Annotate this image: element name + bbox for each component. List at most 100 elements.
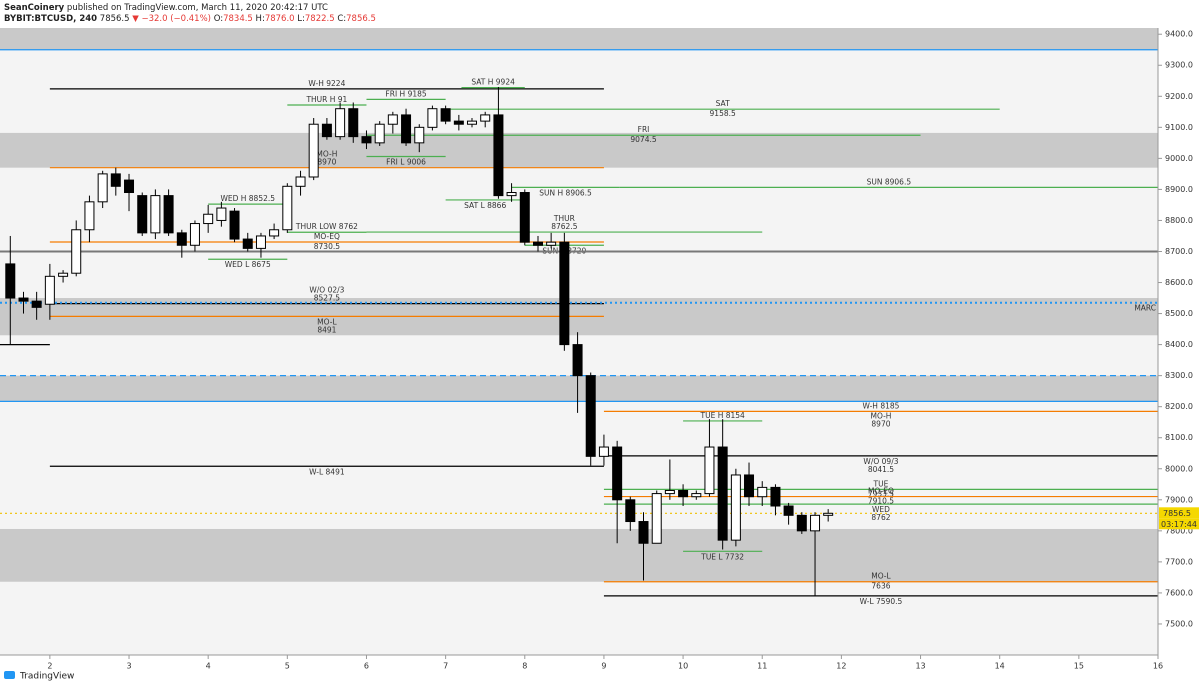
candle-body [335,108,346,138]
candle-body [598,446,609,457]
y-tick-label: 8200.0 [1165,402,1193,411]
candle-body [137,195,148,234]
candle-body [717,446,728,541]
candle-body [493,114,504,197]
level-label: FRI L 9006 [386,158,426,167]
zone [0,28,1158,50]
author: SeanCoinery [4,3,65,13]
candle-body [704,446,715,495]
candle-body [651,493,662,544]
level-label: SUN 8906.5 [867,177,912,186]
level-label: 7636 [871,582,890,591]
x-tick-label: 13 [915,662,925,671]
x-tick-label: 15 [1074,662,1084,671]
candle-body [612,446,623,501]
level-label: 7933.5 [868,489,894,498]
level-label: 8491 [317,325,336,334]
level-label: MO-H [316,150,337,159]
y-tick-label: 8500.0 [1165,309,1193,318]
candle-body [97,173,108,203]
level-label: THUR [553,214,575,223]
zone [0,528,1158,582]
candle-body [559,241,570,346]
level-label: MO-EQ [868,487,894,496]
x-tick-label: 5 [285,662,290,671]
x-tick-label: 10 [678,662,688,671]
level-label: FRI [638,125,650,134]
footer-brand: TradingView [19,672,74,682]
candle-body [242,238,253,249]
header-line-1: SeanCoinery published on TradingView.com… [4,3,328,13]
candle-body [5,263,16,299]
y-tick-label: 7800.0 [1165,526,1193,535]
x-tick-label: 4 [206,662,211,671]
level-label: SUN H 8906.5 [539,188,592,197]
level-label: THUR H 91 [305,95,347,104]
level-label: SAT L 8866 [464,201,506,210]
x-tick-label: 9 [601,662,606,671]
candle-body [84,201,95,231]
level-label: MO-L [317,317,337,326]
y-tick-label: 8700.0 [1165,247,1193,256]
x-tick-label: 7 [443,662,448,671]
candle-body [480,114,491,122]
level-label: 8762 [871,513,890,522]
ohlc-value: 7876.0 [265,14,295,24]
level-label: 9074.5 [630,135,656,144]
candle-body [31,300,42,308]
y-tick-label: 8600.0 [1165,278,1193,287]
symbol: BYBIT:BTCUSD, 240 [4,14,97,24]
y-tick-label: 7700.0 [1165,557,1193,566]
footer-logo [4,671,15,679]
level-label: WED L 8675 [225,260,271,269]
candle-body [348,108,359,138]
level-label: W/O 09/3 [863,457,898,466]
candle-body [110,173,121,187]
candle-body [783,505,794,516]
ohlc-value: 7834.5 [223,14,253,24]
candle-body [796,514,807,532]
candle-body [585,375,596,457]
candle-body [216,207,227,221]
candle-body [401,114,412,144]
level-label: 7910.5 [868,497,894,506]
x-tick-label: 11 [757,662,767,671]
y-tick-label: 7900.0 [1165,495,1193,504]
y-tick-label: 7500.0 [1165,619,1193,628]
y-tick-label: 9000.0 [1165,154,1193,163]
candle-body [532,241,543,246]
candle-body [506,192,517,197]
candle-body [44,275,55,305]
ohlc-key: L: [297,14,305,24]
change: ▼ −32.0 (−0.41%) [132,14,211,24]
candle-body [546,241,557,246]
ohlc-key: O: [214,14,223,24]
ohlc-key: C: [337,14,346,24]
candle-body [295,176,306,187]
candle-body [269,229,280,237]
level-label: MO-EQ [314,232,340,241]
candle-body [678,489,689,498]
published: published on TradingView.com, March 11, … [67,3,328,13]
candle-body [71,229,82,274]
candle-body [203,213,214,225]
candle-body [387,114,398,125]
y-tick-label: 9300.0 [1165,61,1193,70]
candle-body [572,344,583,377]
y-tick-label: 8400.0 [1165,340,1193,349]
level-label: W-H 9224 [308,79,345,88]
level-label: TUE L 7732 [700,552,744,561]
y-tick-label: 7600.0 [1165,588,1193,597]
x-tick-label: 14 [995,662,1005,671]
candle-body [691,493,702,498]
x-tick-label: 8 [522,662,527,671]
level-label: SAT H 9924 [471,78,515,87]
candle-body [440,108,451,122]
ohlc-key: H: [256,14,265,24]
level-label: 8970 [871,419,890,428]
y-tick-label: 9400.0 [1165,30,1193,39]
last-price: 7856.5 [100,14,130,24]
level-label: WED [872,505,890,514]
candle-body [176,232,187,246]
